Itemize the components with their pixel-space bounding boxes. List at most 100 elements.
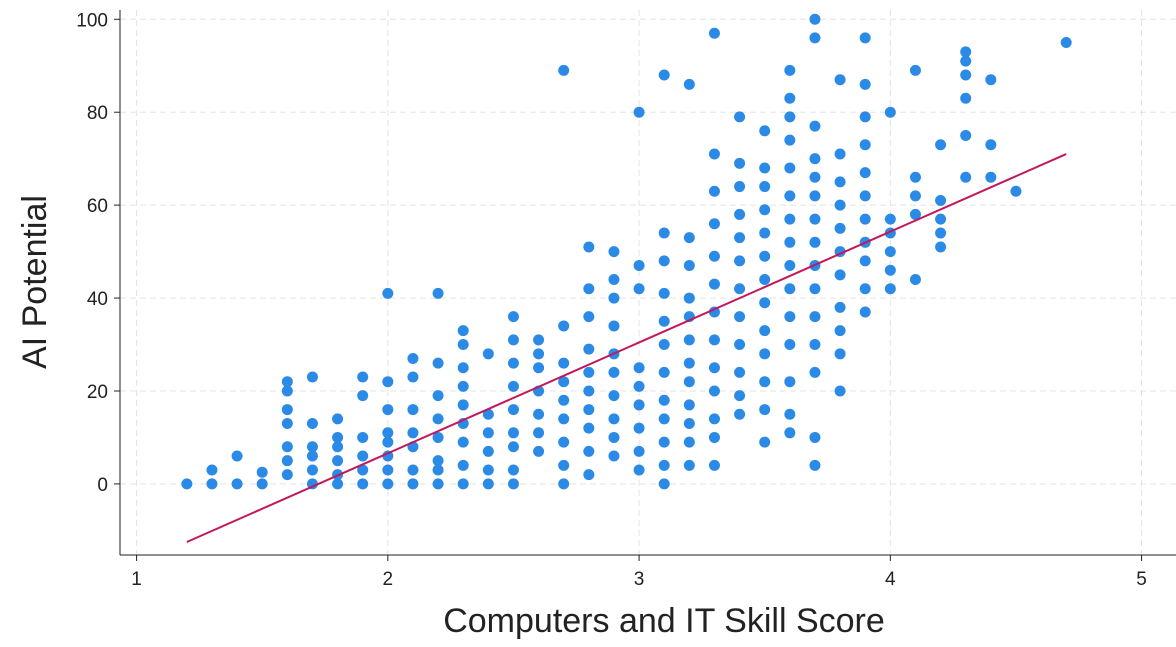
point	[809, 171, 821, 183]
point	[909, 273, 921, 285]
point	[834, 385, 846, 397]
point	[859, 32, 871, 44]
point	[457, 325, 469, 337]
point	[432, 478, 444, 490]
point	[784, 64, 796, 76]
point	[683, 418, 695, 430]
point	[583, 422, 595, 434]
point	[1010, 185, 1022, 197]
point	[708, 431, 720, 443]
point	[809, 339, 821, 351]
point	[759, 162, 771, 174]
point	[784, 162, 796, 174]
point	[633, 380, 645, 392]
point	[558, 394, 570, 406]
point	[759, 204, 771, 216]
point	[884, 213, 896, 225]
point	[834, 74, 846, 86]
point	[332, 431, 344, 443]
point	[533, 408, 545, 420]
point	[784, 376, 796, 388]
point	[457, 399, 469, 411]
point	[834, 222, 846, 234]
point	[734, 181, 746, 193]
point	[759, 250, 771, 262]
point	[432, 413, 444, 425]
point	[834, 301, 846, 313]
point	[281, 376, 293, 388]
point	[507, 311, 519, 323]
point	[784, 427, 796, 439]
point	[784, 213, 796, 225]
y-tick-label: 60	[87, 196, 108, 217]
x-tick-label: 2	[383, 569, 394, 590]
point	[759, 436, 771, 448]
point	[558, 436, 570, 448]
point	[206, 464, 218, 476]
point	[357, 450, 369, 462]
point	[583, 283, 595, 295]
point	[432, 464, 444, 476]
point	[683, 399, 695, 411]
point	[859, 213, 871, 225]
point	[457, 459, 469, 471]
point	[482, 478, 494, 490]
point	[909, 190, 921, 202]
point	[256, 478, 268, 490]
y-tick-label: 80	[87, 103, 108, 124]
point	[784, 236, 796, 248]
point	[608, 320, 620, 332]
point	[231, 478, 243, 490]
point	[859, 306, 871, 318]
point	[784, 283, 796, 295]
point	[658, 394, 670, 406]
point	[332, 478, 344, 490]
fit-line	[186, 153, 1067, 543]
point	[658, 436, 670, 448]
point	[658, 315, 670, 327]
point	[734, 390, 746, 402]
point	[658, 287, 670, 299]
point	[482, 348, 494, 360]
point	[482, 427, 494, 439]
point	[759, 181, 771, 193]
point	[482, 408, 494, 420]
point	[608, 246, 620, 258]
point	[935, 194, 947, 206]
point	[407, 478, 419, 490]
point	[583, 445, 595, 457]
point	[734, 339, 746, 351]
point	[507, 464, 519, 476]
point	[507, 334, 519, 346]
point	[859, 111, 871, 123]
point	[1060, 37, 1072, 49]
point	[708, 185, 720, 197]
point	[457, 478, 469, 490]
point	[809, 32, 821, 44]
point	[608, 450, 620, 462]
point	[859, 190, 871, 202]
point	[734, 111, 746, 123]
point	[382, 376, 394, 388]
point	[834, 269, 846, 281]
point	[708, 218, 720, 230]
point	[357, 371, 369, 383]
point	[507, 380, 519, 392]
point	[884, 283, 896, 295]
point	[658, 227, 670, 239]
point	[683, 376, 695, 388]
point	[809, 236, 821, 248]
point	[708, 278, 720, 290]
point	[281, 385, 293, 397]
point	[734, 232, 746, 244]
point	[784, 134, 796, 146]
point	[708, 27, 720, 39]
point	[281, 455, 293, 467]
point	[784, 190, 796, 202]
point	[583, 404, 595, 416]
point	[784, 111, 796, 123]
point	[708, 362, 720, 374]
point	[583, 366, 595, 378]
point	[357, 478, 369, 490]
x-tick-label: 3	[634, 569, 645, 590]
